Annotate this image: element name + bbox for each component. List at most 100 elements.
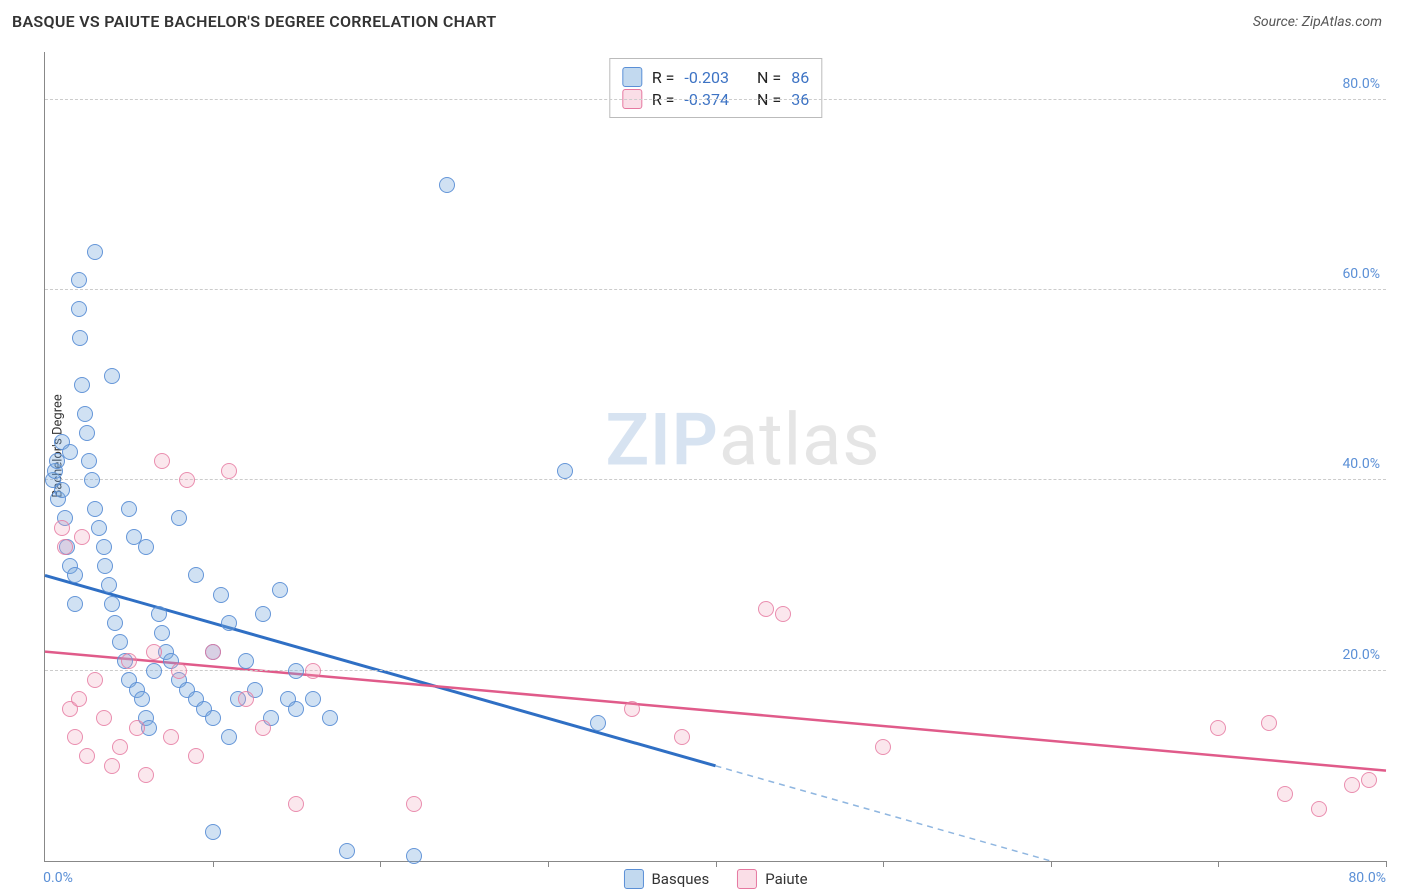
data-point xyxy=(57,539,73,555)
data-point xyxy=(238,653,254,669)
data-point xyxy=(205,710,221,726)
gridline xyxy=(45,289,1386,290)
data-point xyxy=(171,510,187,526)
data-point xyxy=(81,453,97,469)
data-point xyxy=(557,463,573,479)
data-point xyxy=(1344,777,1360,793)
data-point xyxy=(129,720,145,736)
data-point xyxy=(305,691,321,707)
data-point xyxy=(221,615,237,631)
y-tick-label: 20.0% xyxy=(1342,647,1380,663)
x-tick-mark xyxy=(548,861,549,867)
data-point xyxy=(288,796,304,812)
x-tick-max: 80.0% xyxy=(1348,870,1386,886)
data-point xyxy=(154,625,170,641)
chart-title: BASQUE VS PAIUTE BACHELOR'S DEGREE CORRE… xyxy=(12,12,497,31)
x-tick-mark xyxy=(883,861,884,867)
data-point xyxy=(79,748,95,764)
data-point xyxy=(775,606,791,622)
x-tick-mark xyxy=(1218,861,1219,867)
data-point xyxy=(134,691,150,707)
data-point xyxy=(151,606,167,622)
data-point xyxy=(171,663,187,679)
data-point xyxy=(406,796,422,812)
data-point xyxy=(74,377,90,393)
data-point xyxy=(590,715,606,731)
data-point xyxy=(339,843,355,859)
data-point xyxy=(91,520,107,536)
n-value-basques: 86 xyxy=(791,68,809,87)
data-point xyxy=(154,453,170,469)
chart-source: Source: ZipAtlas.com xyxy=(1253,14,1382,30)
data-point xyxy=(67,729,83,745)
watermark-atlas: atlas xyxy=(719,398,881,483)
legend-correlation: R = -0.203 N = 86 R = -0.374 N = 36 xyxy=(609,58,822,118)
data-point xyxy=(104,368,120,384)
data-point xyxy=(101,577,117,593)
swatch-pink-icon xyxy=(737,869,757,889)
data-point xyxy=(54,520,70,536)
data-point xyxy=(624,701,640,717)
data-point xyxy=(146,663,162,679)
legend-item-basques: Basques xyxy=(623,869,709,889)
x-tick-mark xyxy=(380,861,381,867)
data-point xyxy=(107,615,123,631)
data-point xyxy=(758,601,774,617)
r-value-basques: -0.203 xyxy=(684,68,729,87)
data-point xyxy=(674,729,690,745)
data-point xyxy=(79,425,95,441)
data-point xyxy=(255,606,271,622)
swatch-blue-icon xyxy=(623,869,643,889)
data-point xyxy=(71,691,87,707)
x-tick-mark xyxy=(213,861,214,867)
data-point xyxy=(104,596,120,612)
data-point xyxy=(1261,715,1277,731)
n-label: N = xyxy=(757,68,781,87)
data-point xyxy=(104,758,120,774)
data-point xyxy=(87,501,103,517)
data-point xyxy=(255,720,271,736)
data-point xyxy=(305,663,321,679)
data-point xyxy=(875,739,891,755)
data-point xyxy=(288,663,304,679)
gridline xyxy=(45,479,1386,480)
data-point xyxy=(96,539,112,555)
data-point xyxy=(146,644,162,660)
data-point xyxy=(238,691,254,707)
data-point xyxy=(205,644,221,660)
x-tick-mark xyxy=(716,861,717,867)
y-tick-label: 60.0% xyxy=(1342,266,1380,282)
r-label: R = xyxy=(652,68,675,87)
legend-row-basques: R = -0.203 N = 86 xyxy=(622,67,809,87)
watermark-zip: ZIP xyxy=(605,398,718,483)
gridline xyxy=(45,670,1386,671)
x-tick-mark xyxy=(1051,861,1052,867)
data-point xyxy=(96,710,112,726)
data-point xyxy=(112,634,128,650)
data-point xyxy=(188,748,204,764)
data-point xyxy=(406,848,422,864)
data-point xyxy=(322,710,338,726)
data-point xyxy=(163,729,179,745)
data-point xyxy=(1210,720,1226,736)
data-point xyxy=(77,406,93,422)
data-point xyxy=(84,472,100,488)
gridline xyxy=(45,99,1386,100)
data-point xyxy=(54,482,70,498)
legend-item-paiute: Paiute xyxy=(737,869,807,889)
data-point xyxy=(138,767,154,783)
data-point xyxy=(74,529,90,545)
y-tick-label: 40.0% xyxy=(1342,456,1380,472)
data-point xyxy=(138,539,154,555)
data-point xyxy=(87,672,103,688)
data-point xyxy=(188,567,204,583)
data-point xyxy=(272,582,288,598)
data-point xyxy=(288,701,304,717)
data-point xyxy=(71,272,87,288)
data-point xyxy=(121,653,137,669)
data-point xyxy=(439,177,455,193)
data-point xyxy=(221,463,237,479)
data-point xyxy=(62,444,78,460)
trend-lines xyxy=(45,52,1386,861)
legend-label-paiute: Paiute xyxy=(765,870,807,888)
